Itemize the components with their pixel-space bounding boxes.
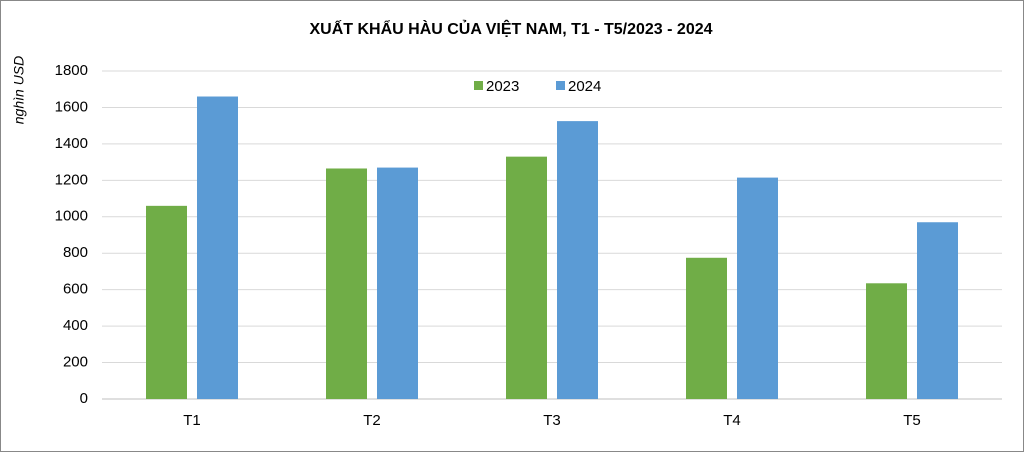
y-tick-label: 0 [80, 390, 88, 407]
y-axis-label: nghìn USD [11, 56, 27, 124]
bar [146, 205, 187, 399]
x-tick-label: T5 [903, 412, 921, 429]
bar [506, 156, 547, 399]
bar [377, 167, 418, 399]
legend-swatch [474, 81, 483, 90]
x-tick-label: T2 [363, 412, 381, 429]
legend-label: 2023 [486, 78, 519, 95]
bar [686, 257, 727, 399]
y-tick-label: 1600 [55, 98, 88, 115]
bar [866, 283, 907, 399]
chart-title: XUẤT KHẨU HÀU CỦA VIỆT NAM, T1 - T5/2023… [309, 19, 712, 38]
bar [326, 168, 367, 399]
bar [557, 121, 598, 399]
y-tick-label: 1800 [55, 62, 88, 79]
y-tick-label: 400 [63, 317, 88, 334]
x-tick-label: T4 [723, 412, 741, 429]
y-tick-label: 200 [63, 354, 88, 371]
y-tick-label: 600 [63, 281, 88, 298]
y-tick-label: 1400 [55, 135, 88, 152]
bar [197, 96, 238, 399]
bar [737, 177, 778, 399]
legend-label: 2024 [568, 78, 601, 95]
x-tick-label: T3 [543, 412, 561, 429]
y-tick-label: 1000 [55, 208, 88, 225]
bar [917, 222, 958, 399]
y-tick-label: 800 [63, 244, 88, 261]
x-tick-label: T1 [183, 412, 201, 429]
y-tick-label: 1200 [55, 171, 88, 188]
legend-swatch [556, 81, 565, 90]
